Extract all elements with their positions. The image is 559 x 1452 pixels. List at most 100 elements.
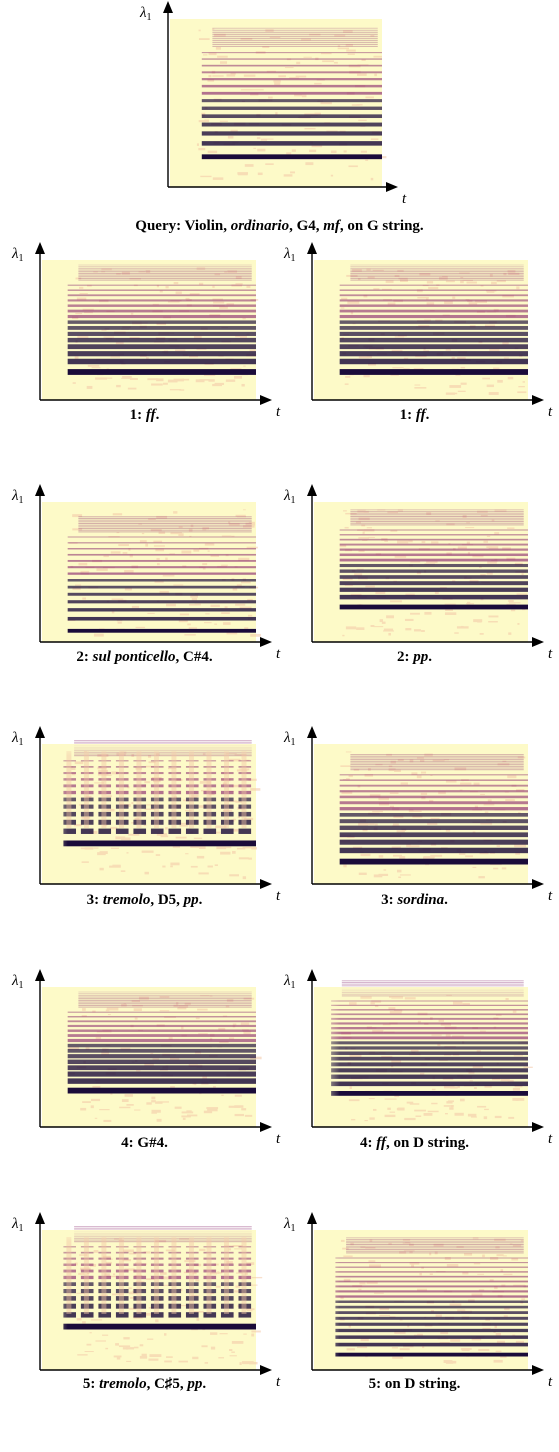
result-2-left-spectrogram: λ1 t	[11, 484, 281, 662]
y-axis-arrow-icon	[307, 726, 317, 738]
result-5-left-panel: λ1 t	[0, 1212, 287, 1408]
y-axis-arrow-icon	[163, 1, 173, 13]
result-2-right-plot	[314, 502, 528, 642]
result-3-left-spectrogram: λ1 t	[11, 726, 281, 904]
result-1-right-plot	[314, 260, 528, 400]
y-axis-label: λ1	[11, 730, 24, 748]
y-axis-label: λ1	[139, 5, 152, 23]
result-1-left-panel: λ1 t	[0, 242, 287, 438]
y-axis-label: λ1	[11, 246, 24, 264]
result-4-right-spectrogram: λ1 t	[283, 969, 553, 1147]
query-caption: Query: Violin, ordinario, G4, mf, on G s…	[0, 218, 559, 235]
caption-italic-term: tremolo	[102, 892, 151, 908]
caption-italic-term: ff	[415, 407, 426, 423]
y-axis-label: λ1	[283, 1216, 296, 1234]
y-axis-arrow-icon	[35, 484, 45, 496]
x-axis-arrow-icon	[532, 879, 544, 889]
caption-italic-term: ff	[145, 407, 156, 423]
caption-text: G#4.	[137, 1135, 168, 1151]
caption-italic-term: pp	[183, 892, 199, 908]
query-caption-prefix: Query: Violin,	[135, 218, 231, 234]
caption-text: , C♯5,	[146, 1376, 188, 1392]
y-axis-label-subscript: 1	[19, 495, 24, 506]
caption-italic-term: sordina	[397, 892, 445, 908]
caption-text: .	[198, 892, 203, 908]
caption-text: , C#4.	[175, 649, 213, 665]
caption-text: .	[428, 649, 432, 665]
caption-rank: 5:	[368, 1376, 385, 1392]
x-axis-arrow-icon	[532, 1122, 544, 1132]
result-5-left-plot	[42, 1226, 263, 1370]
y-axis-label-subscript: 1	[291, 980, 296, 991]
caption-italic-term: tremolo	[99, 1376, 147, 1392]
y-axis-label-subscript: 1	[19, 737, 24, 748]
x-axis-label: t	[548, 888, 553, 904]
x-axis-label: t	[276, 1374, 281, 1390]
x-axis-label: t	[402, 191, 407, 207]
caption-italic-term: ff	[376, 1135, 387, 1151]
x-axis-label: t	[276, 888, 281, 904]
y-axis-label-subscript: 1	[291, 1223, 296, 1234]
result-5-right-caption: 5: on D string.	[275, 1376, 554, 1393]
query-spectrogram: λ1 t	[139, 1, 407, 207]
y-axis-arrow-icon	[307, 1212, 317, 1224]
result-1-right-caption: 1: ff.	[275, 407, 554, 424]
caption-rank: 2:	[397, 649, 414, 665]
y-axis-label: λ1	[11, 973, 24, 991]
y-axis-arrow-icon	[35, 969, 45, 981]
result-4-left-spectrogram: λ1 t	[11, 969, 281, 1147]
caption-rank: 4:	[121, 1135, 138, 1151]
x-axis-arrow-icon	[260, 1365, 272, 1375]
caption-italic-term: pp	[413, 649, 429, 665]
result-4-left-caption: 4: G#4.	[5, 1135, 284, 1152]
x-axis-arrow-icon	[260, 879, 272, 889]
y-axis-label: λ1	[283, 730, 296, 748]
x-axis-arrow-icon	[532, 1365, 544, 1375]
result-2-right-caption: 2: pp.	[275, 649, 554, 666]
y-axis-label-subscript: 1	[291, 253, 296, 264]
y-axis-arrow-icon	[307, 969, 317, 981]
caption-text: , on D string.	[386, 1135, 469, 1151]
x-axis-label: t	[276, 404, 281, 420]
y-axis-label-subscript: 1	[19, 980, 24, 991]
x-axis-label: t	[276, 646, 281, 662]
query-caption-technique: ordinario	[230, 218, 290, 234]
x-axis-label: t	[548, 404, 553, 420]
result-1-right-spectrogram: λ1 t	[283, 242, 553, 420]
result-2-left-panel: λ1 t	[0, 484, 287, 680]
y-axis-label-subscript: 1	[291, 737, 296, 748]
y-axis-label: λ1	[11, 1216, 24, 1234]
caption-text: .	[444, 892, 448, 908]
result-1-left-spectrogram: λ1 t	[11, 242, 281, 420]
y-axis-arrow-icon	[35, 1212, 45, 1224]
caption-italic-term: pp	[187, 1376, 203, 1392]
result-3-right-panel: λ1 t	[272, 726, 559, 922]
y-axis-arrow-icon	[35, 726, 45, 738]
caption-rank: 4:	[360, 1135, 377, 1151]
caption-italic-term: sul ponticello	[92, 649, 176, 665]
x-axis-label: t	[548, 1131, 553, 1147]
result-1-left-plot	[42, 260, 259, 400]
result-2-right-spectrogram: λ1 t	[283, 484, 553, 662]
query-plot	[170, 19, 387, 187]
x-axis-label: t	[548, 646, 553, 662]
result-4-right-panel: λ1 t	[272, 969, 559, 1165]
caption-text: .	[155, 407, 160, 423]
result-1-right-panel: λ1 t	[272, 242, 559, 438]
result-4-left-panel: λ1 t	[0, 969, 287, 1165]
result-5-right-plot	[314, 1230, 528, 1370]
result-2-left-plot	[42, 502, 261, 642]
result-4-left-plot	[42, 987, 262, 1127]
y-axis-label-subscript: 1	[147, 12, 152, 23]
x-axis-arrow-icon	[532, 395, 544, 405]
result-5-right-spectrogram: λ1 t	[283, 1212, 553, 1390]
x-axis-label: t	[548, 1374, 553, 1390]
caption-text: on D string.	[384, 1376, 461, 1392]
x-axis-label: t	[276, 1131, 281, 1147]
y-axis-label-subscript: 1	[19, 253, 24, 264]
caption-text: , D5,	[150, 892, 184, 908]
result-5-right-panel: λ1 t	[272, 1212, 559, 1408]
caption-rank: 3:	[381, 892, 398, 908]
y-axis-arrow-icon	[307, 484, 317, 496]
result-1-left-axes: λ1 t	[11, 242, 281, 420]
